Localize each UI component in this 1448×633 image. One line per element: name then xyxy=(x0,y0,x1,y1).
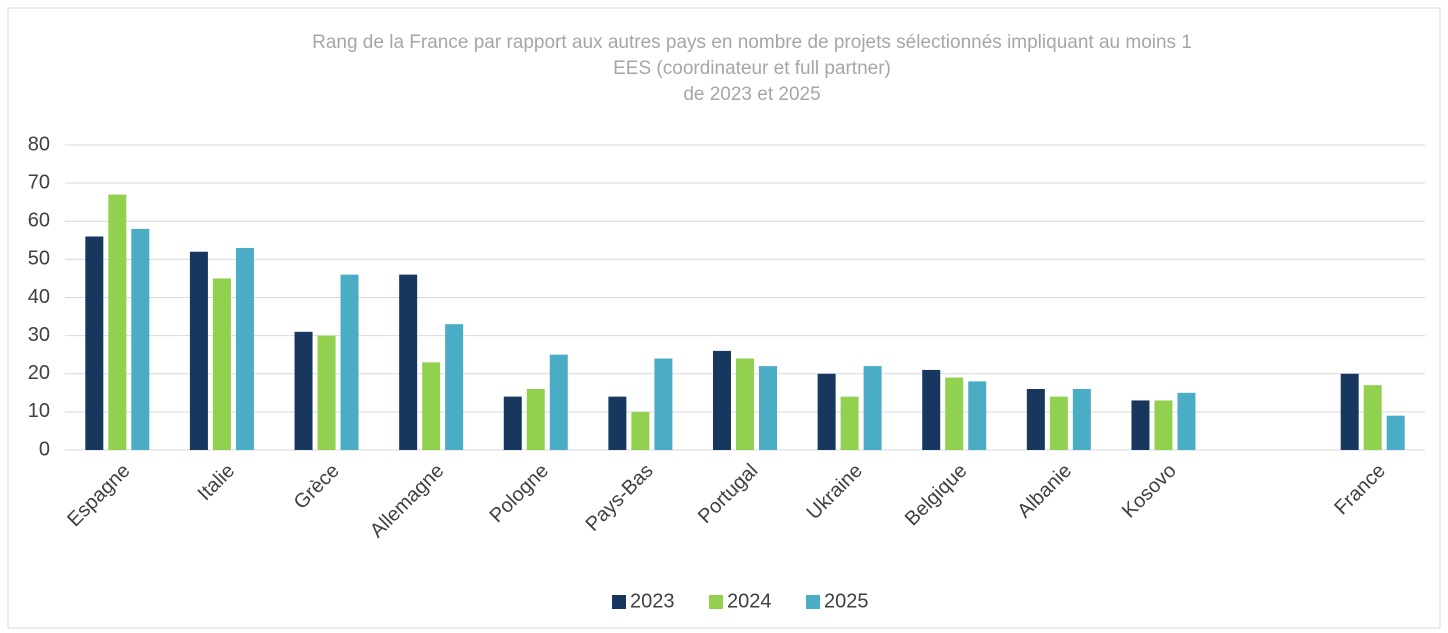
bar xyxy=(294,331,313,450)
bar xyxy=(817,373,836,450)
bar xyxy=(608,396,627,450)
y-tick-label: 20 xyxy=(28,362,50,384)
bar xyxy=(1363,385,1382,450)
y-tick-label: 10 xyxy=(28,400,50,422)
bar xyxy=(131,228,150,450)
chart-title: EES (coordinateur et full partner) xyxy=(613,58,891,79)
bar xyxy=(759,366,777,450)
y-tick-label: 30 xyxy=(28,324,50,346)
bar xyxy=(840,396,859,450)
bar xyxy=(1386,415,1405,450)
bar xyxy=(526,389,545,450)
bar xyxy=(1049,396,1068,450)
bar xyxy=(1177,392,1196,450)
bar xyxy=(1340,373,1359,450)
y-tick-label: 40 xyxy=(28,286,50,308)
y-tick-label: 50 xyxy=(28,248,50,270)
bar xyxy=(1072,389,1091,450)
chart-title: de 2023 et 2025 xyxy=(683,84,820,105)
bar xyxy=(713,350,731,450)
y-tick-label: 0 xyxy=(39,438,50,460)
bar xyxy=(945,377,964,450)
bar xyxy=(445,324,464,450)
bar xyxy=(189,251,208,450)
bar xyxy=(863,366,882,450)
legend-label: 2025 xyxy=(824,590,869,612)
legend-swatch xyxy=(709,595,723,609)
bar xyxy=(1154,400,1173,450)
bar xyxy=(1026,389,1045,450)
bar xyxy=(654,358,673,450)
bar xyxy=(399,274,418,450)
bar xyxy=(922,369,941,450)
bar xyxy=(503,396,522,450)
bar xyxy=(1131,400,1150,450)
legend-label: 2024 xyxy=(727,590,772,612)
bar xyxy=(85,236,104,450)
bar xyxy=(968,381,987,450)
bar xyxy=(549,354,568,450)
chart-title: Rang de la France par rapport aux autres… xyxy=(312,32,1192,53)
y-tick-label: 70 xyxy=(28,171,50,193)
legend-swatch xyxy=(806,595,820,609)
bar xyxy=(422,362,441,450)
bar xyxy=(340,274,359,450)
bar xyxy=(631,411,650,450)
bar xyxy=(108,194,127,450)
bar xyxy=(235,247,254,450)
bar xyxy=(212,278,231,450)
bar xyxy=(317,335,336,450)
bar xyxy=(736,358,754,450)
y-tick-label: 80 xyxy=(28,133,50,155)
legend-label: 2023 xyxy=(630,590,675,612)
y-tick-label: 60 xyxy=(28,210,50,232)
legend-swatch xyxy=(612,595,626,609)
